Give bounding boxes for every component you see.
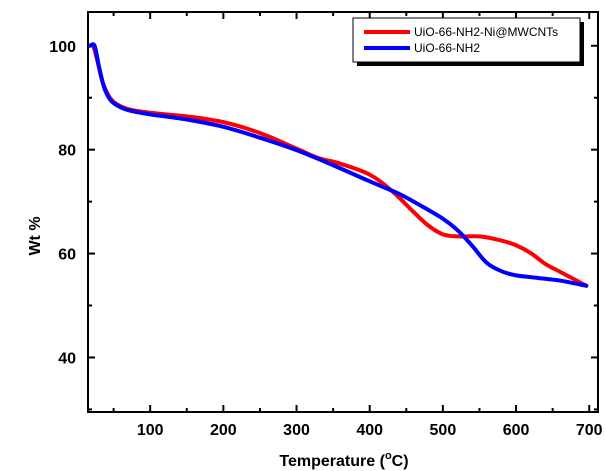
x-tick-label: 400 <box>356 422 383 439</box>
y-tick-label: 100 <box>49 39 76 56</box>
x-axis-title: Temperature (oC) <box>279 450 408 470</box>
legend: UiO-66-NH2-Ni@MWCNTs UiO-66-NH2 <box>352 17 584 66</box>
series-line-blue <box>88 42 589 288</box>
y-tick-label: 80 <box>58 143 76 160</box>
y-tick-label: 40 <box>58 350 76 367</box>
legend-label-red: UiO-66-NH2-Ni@MWCNTs <box>414 25 558 39</box>
x-tick-label: 500 <box>430 422 457 439</box>
plot-frame <box>87 11 599 413</box>
series-layer <box>88 42 589 288</box>
tick-labels: 100 200 300 400 500 600 700 40 60 80 100 <box>49 39 602 439</box>
axis-ticks <box>88 12 598 412</box>
x-tick-label: 600 <box>503 422 530 439</box>
x-axis-title-degree: o <box>385 450 392 462</box>
x-axis-title-unit: C) <box>392 453 409 470</box>
x-tick-label: 700 <box>576 422 603 439</box>
x-tick-label: 200 <box>210 422 237 439</box>
y-tick-label: 60 <box>58 247 76 264</box>
legend-box <box>352 17 581 63</box>
legend-label-blue: UiO-66-NH2 <box>414 41 480 55</box>
x-tick-label: 300 <box>283 422 310 439</box>
x-axis-title-main: Temperature ( <box>279 453 385 470</box>
y-axis-title: Wt % <box>27 216 44 255</box>
x-tick-label: 100 <box>137 422 164 439</box>
